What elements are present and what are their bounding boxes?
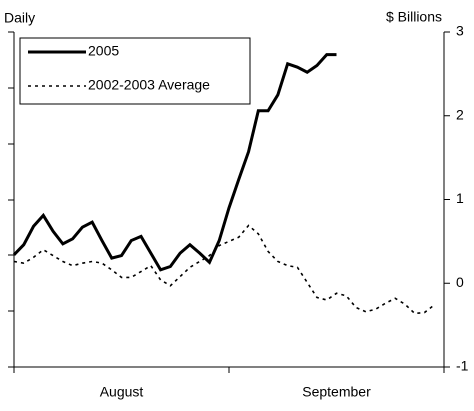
x-group-label: August (100, 384, 144, 400)
x-group-label: September (302, 384, 371, 400)
legend-label: 2002-2003 Average (88, 77, 210, 93)
y2-tick-label: 0 (456, 274, 464, 290)
y2-tick-label: -1 (456, 358, 469, 374)
legend-box (19, 37, 251, 105)
left-axis-label: Daily (4, 10, 35, 26)
right-axis-label: $ Billions (386, 9, 442, 25)
axes (8, 31, 445, 373)
y2-tick-label: 1 (456, 190, 464, 206)
y2-tick-label: 2 (456, 106, 464, 122)
y2-tick-label: 3 (456, 23, 464, 39)
series-line (13, 224, 435, 315)
series-line (12, 53, 337, 272)
legend-label: 2005 (88, 43, 119, 59)
